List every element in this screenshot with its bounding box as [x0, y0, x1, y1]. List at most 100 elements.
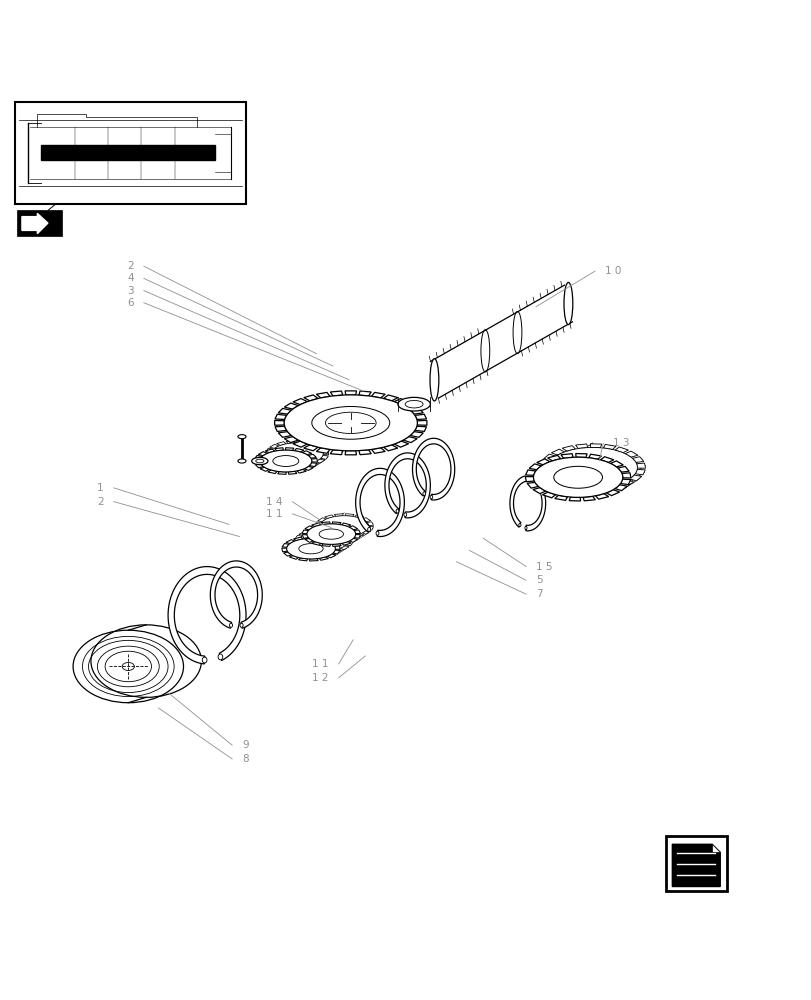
Ellipse shape [430, 495, 432, 499]
Polygon shape [349, 538, 358, 542]
Polygon shape [302, 535, 308, 538]
Ellipse shape [230, 623, 232, 627]
Polygon shape [536, 459, 549, 465]
Polygon shape [308, 454, 316, 458]
Polygon shape [610, 461, 623, 467]
Polygon shape [347, 538, 353, 541]
Text: 9: 9 [242, 740, 248, 750]
Polygon shape [333, 550, 340, 554]
Polygon shape [210, 561, 262, 628]
Polygon shape [333, 544, 341, 546]
Polygon shape [332, 549, 341, 552]
Ellipse shape [218, 654, 222, 660]
Ellipse shape [405, 400, 423, 408]
Polygon shape [303, 445, 318, 451]
Polygon shape [569, 497, 580, 501]
Ellipse shape [251, 457, 268, 465]
Polygon shape [279, 463, 288, 466]
Polygon shape [597, 487, 609, 491]
Polygon shape [539, 467, 548, 472]
Ellipse shape [375, 531, 379, 535]
Ellipse shape [271, 443, 323, 465]
Polygon shape [354, 535, 360, 538]
Ellipse shape [564, 282, 572, 325]
Polygon shape [323, 538, 333, 542]
Polygon shape [320, 447, 328, 451]
Polygon shape [284, 437, 298, 443]
Polygon shape [316, 448, 329, 453]
Polygon shape [304, 526, 313, 530]
Polygon shape [600, 457, 613, 462]
Polygon shape [332, 522, 341, 524]
Polygon shape [371, 448, 384, 453]
Polygon shape [306, 441, 315, 445]
Ellipse shape [397, 397, 430, 411]
Polygon shape [614, 485, 626, 491]
Ellipse shape [91, 625, 201, 697]
Polygon shape [319, 557, 328, 560]
Polygon shape [322, 551, 331, 553]
Polygon shape [304, 466, 313, 470]
Polygon shape [324, 515, 333, 518]
Polygon shape [314, 537, 323, 539]
Polygon shape [367, 526, 373, 530]
Polygon shape [308, 462, 317, 466]
Polygon shape [371, 392, 384, 398]
Ellipse shape [525, 454, 630, 501]
Text: 5: 5 [535, 575, 542, 585]
Polygon shape [606, 490, 619, 496]
Polygon shape [345, 391, 356, 395]
Polygon shape [313, 443, 323, 447]
Polygon shape [403, 437, 417, 443]
Ellipse shape [524, 526, 526, 530]
Ellipse shape [281, 536, 340, 561]
Polygon shape [41, 145, 215, 160]
Polygon shape [322, 451, 328, 455]
Polygon shape [526, 482, 538, 488]
Polygon shape [302, 530, 308, 534]
Polygon shape [554, 495, 567, 500]
Polygon shape [345, 514, 354, 516]
Polygon shape [547, 478, 560, 484]
Polygon shape [266, 457, 274, 460]
Polygon shape [317, 530, 326, 534]
Polygon shape [283, 552, 291, 556]
Polygon shape [316, 392, 329, 398]
Polygon shape [340, 546, 349, 550]
Polygon shape [590, 444, 601, 448]
Text: 1 3: 1 3 [612, 438, 629, 448]
Bar [15, 102, 246, 204]
Text: 3: 3 [127, 286, 134, 296]
Polygon shape [274, 420, 284, 425]
Polygon shape [316, 528, 325, 531]
Polygon shape [632, 457, 643, 462]
Polygon shape [358, 450, 371, 455]
Text: 1 5: 1 5 [535, 562, 551, 572]
Polygon shape [383, 395, 397, 401]
Polygon shape [383, 445, 397, 451]
Polygon shape [541, 473, 552, 478]
Polygon shape [547, 455, 560, 461]
Polygon shape [299, 464, 308, 467]
Ellipse shape [274, 391, 427, 455]
Polygon shape [258, 452, 267, 456]
Polygon shape [293, 441, 307, 447]
Ellipse shape [319, 529, 343, 539]
Polygon shape [285, 448, 294, 450]
Polygon shape [334, 546, 340, 549]
Text: 6: 6 [127, 298, 134, 308]
Polygon shape [624, 451, 637, 457]
Polygon shape [317, 518, 326, 522]
Polygon shape [556, 482, 569, 488]
Polygon shape [629, 475, 641, 481]
Text: 8: 8 [242, 754, 248, 764]
Polygon shape [284, 403, 298, 409]
Polygon shape [341, 523, 350, 527]
Polygon shape [617, 466, 629, 472]
Polygon shape [336, 530, 345, 534]
Polygon shape [266, 448, 273, 452]
Polygon shape [349, 526, 358, 530]
Polygon shape [278, 432, 291, 437]
Polygon shape [582, 496, 594, 501]
Ellipse shape [286, 538, 335, 559]
